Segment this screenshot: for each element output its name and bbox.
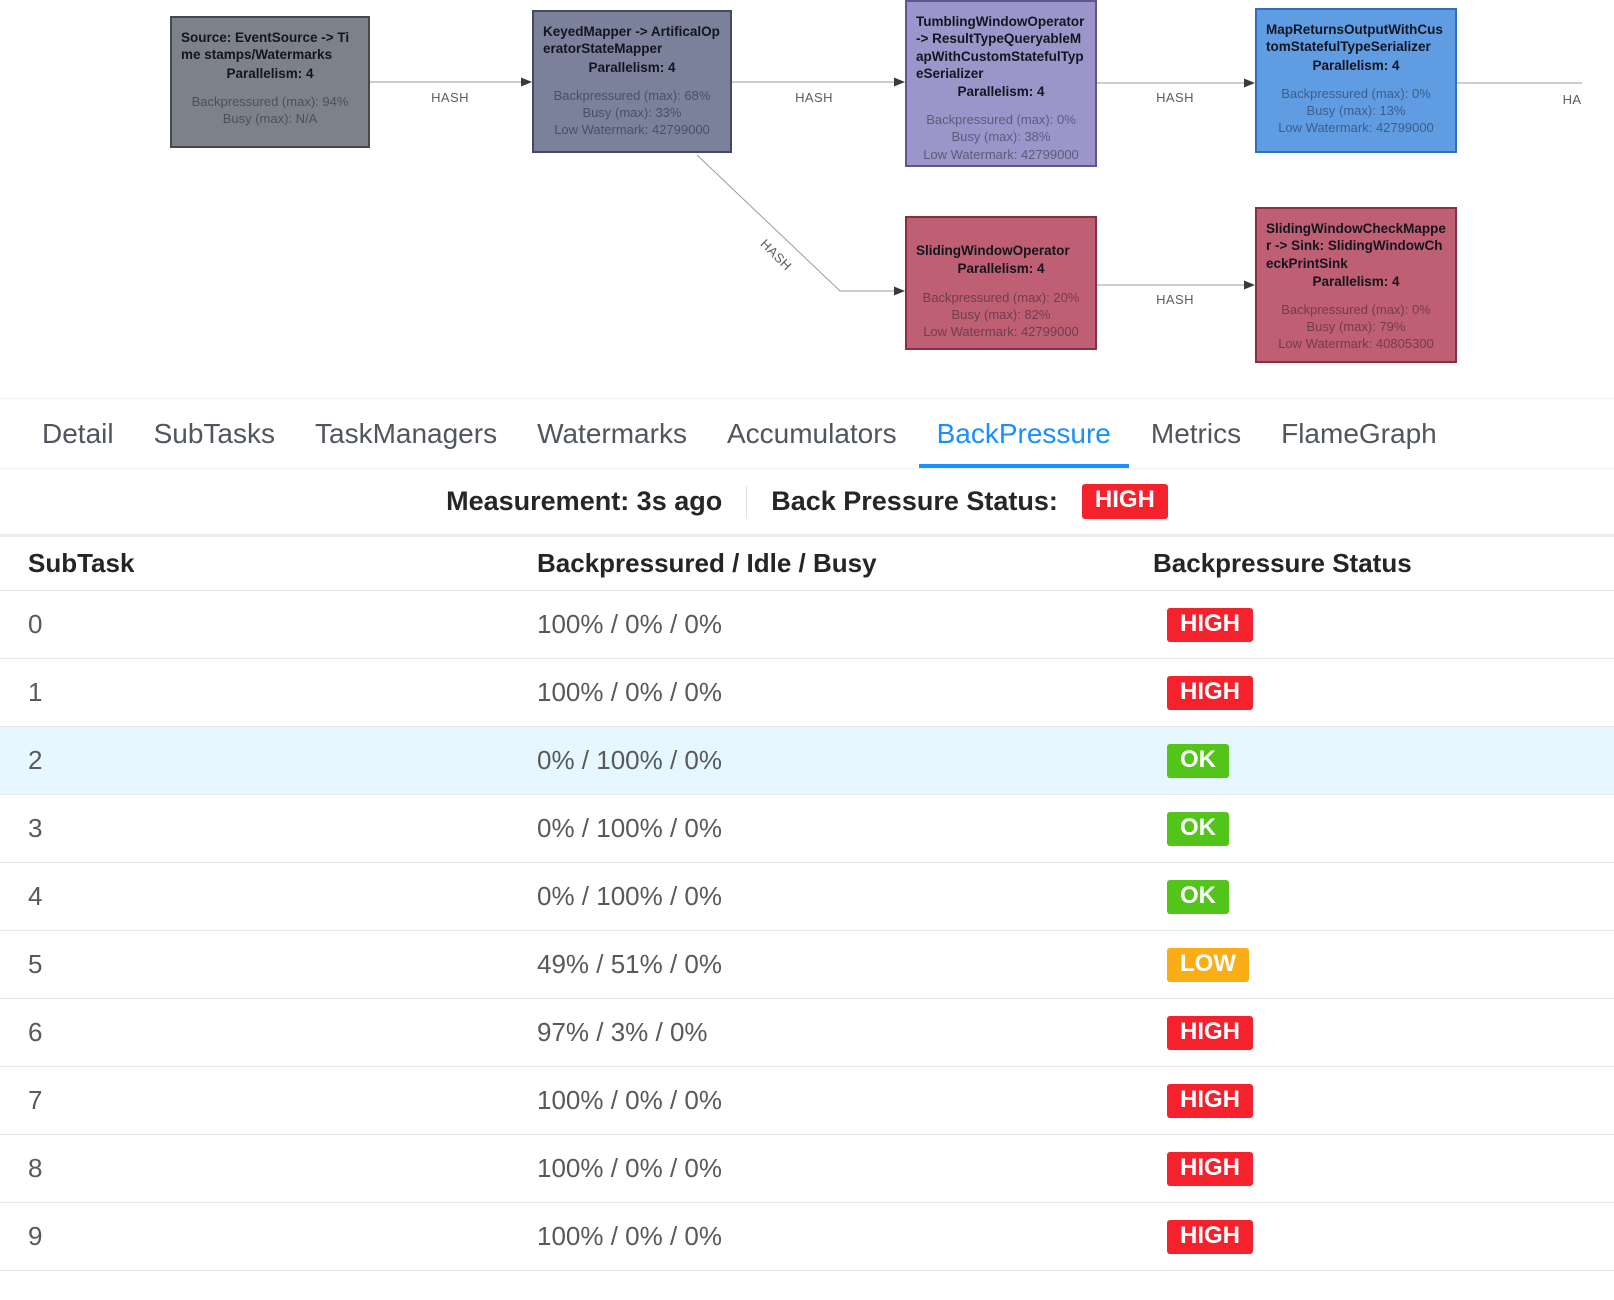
ratio-cell: 0% / 100% / 0%	[537, 745, 722, 775]
subtask-cell: 6	[28, 1017, 43, 1047]
tab-detail[interactable]: Detail	[42, 417, 114, 449]
table-header-row: SubTask Backpressured / Idle / Busy Back…	[0, 537, 1614, 591]
node-title: SlidingWindowCheckMapper -> Sink: Slidin…	[1266, 221, 1446, 271]
tab-watermarks[interactable]: Watermarks	[537, 417, 687, 449]
table-row: 5 49% / 51% / 0% LOW	[0, 931, 1614, 999]
divider	[746, 485, 748, 518]
status-badge: OK	[1167, 879, 1229, 915]
ratio-cell: 100% / 0% / 0%	[537, 1085, 722, 1115]
status-badge: LOW	[1167, 947, 1249, 983]
subtask-cell: 3	[28, 813, 43, 843]
measurement-bar: Measurement: 3s ago Back Pressure Status…	[0, 469, 1614, 537]
node-metrics: Backpressured (max): 20% Busy (max): 82% L…	[922, 289, 1080, 339]
subtask-cell: 1	[28, 677, 43, 707]
ratio-cell: 100% / 0% / 0%	[537, 1153, 722, 1183]
subtask-cell: 4	[28, 881, 43, 911]
tab-flamegraph[interactable]: FlameGraph	[1281, 417, 1437, 449]
node-metrics: Backpressured (max): 0% Busy (max): 38% Lo…	[923, 112, 1079, 162]
subtask-cell: 2	[28, 745, 43, 775]
ratio-cell: 0% / 100% / 0%	[537, 813, 722, 843]
tab-subtasks[interactable]: SubTasks	[153, 417, 275, 449]
status-badge: HIGH	[1167, 1015, 1253, 1051]
edge-label-hash-2: HASH	[795, 90, 833, 105]
column-header-subtask: SubTask	[28, 548, 135, 578]
backpressure-table: SubTask Backpressured / Idle / Busy Back…	[0, 537, 1614, 1271]
subtask-cell: 5	[28, 949, 43, 979]
node-parallelism: Parallelism: 4	[226, 65, 314, 81]
node-parallelism: Parallelism: 4	[1312, 57, 1400, 73]
edge-label-hash-4-clipped: HA	[1563, 92, 1582, 107]
graph-node-tumblingwindow[interactable]: TumblingWindowOperator -> ResultTypeQuer…	[905, 0, 1097, 167]
table-row: 2 0% / 100% / 0% OK	[0, 727, 1614, 795]
measurement-time: Measurement: 3s ago	[446, 486, 723, 516]
edge-label-hash-1: HASH	[431, 90, 469, 105]
ratio-cell: 100% / 0% / 0%	[537, 677, 722, 707]
table-row: 0 100% / 0% / 0% HIGH	[0, 591, 1614, 659]
table-row: 1 100% / 0% / 0% HIGH	[0, 659, 1614, 727]
graph-node-mapreturns[interactable]: MapReturnsOutputWithCustomStatefulTypeSe…	[1255, 8, 1457, 153]
table-row: 8 100% / 0% / 0% HIGH	[0, 1135, 1614, 1203]
edge-label-hash-3: HASH	[1156, 90, 1194, 105]
node-metrics: Backpressured (max): 0% Busy (max): 79% Lo…	[1278, 302, 1434, 352]
table-row: 4 0% / 100% / 0% OK	[0, 863, 1614, 931]
node-parallelism: Parallelism: 4	[1312, 273, 1400, 289]
ratio-cell: 49% / 51% / 0%	[537, 949, 722, 979]
node-metrics: Backpressured (max): 0% Busy (max): 13% Lo…	[1278, 85, 1434, 136]
node-title: MapReturnsOutputWithCustomStatefulTypeSe…	[1266, 22, 1443, 55]
status-badge: HIGH	[1167, 1219, 1253, 1255]
node-title: TumblingWindowOperator -> ResultTypeQuer…	[916, 14, 1085, 81]
status-badge: OK	[1167, 743, 1229, 779]
column-header-ratio: Backpressured / Idle / Busy	[537, 548, 877, 578]
subtask-cell: 9	[28, 1221, 43, 1251]
backpressure-status-label: Back Pressure Status:	[771, 486, 1058, 516]
table-row: 9 100% / 0% / 0% HIGH	[0, 1203, 1614, 1271]
table-row: 6 97% / 3% / 0% HIGH	[0, 999, 1614, 1067]
edge-label-hash-5: HASH	[758, 236, 795, 273]
node-title: SlidingWindowOperator	[916, 243, 1070, 258]
node-parallelism: Parallelism: 4	[957, 261, 1045, 277]
overall-status-badge: HIGH	[1081, 484, 1168, 519]
status-badge: HIGH	[1167, 607, 1253, 643]
status-badge: HIGH	[1167, 1151, 1253, 1187]
node-title: KeyedMapper -> ArtificalOperatorStateMap…	[543, 24, 720, 57]
job-graph: HASH HASH HASH HA HASH HASH Source: Even…	[0, 0, 1614, 398]
table-row: 7 100% / 0% / 0% HIGH	[0, 1067, 1614, 1135]
subtask-cell: 7	[28, 1085, 43, 1115]
table-body: 0 100% / 0% / 0% HIGH 1 100% / 0% / 0% H…	[0, 591, 1614, 1271]
edge-label-hash-6: HASH	[1156, 292, 1194, 307]
detail-tabs: Detail SubTasks TaskManagers Watermarks …	[0, 398, 1614, 469]
graph-node-checkmapper-sink[interactable]: SlidingWindowCheckMapper -> Sink: Slidin…	[1255, 207, 1457, 363]
node-parallelism: Parallelism: 4	[588, 59, 676, 75]
status-badge: HIGH	[1167, 1083, 1253, 1119]
graph-node-source[interactable]: Source: EventSource -> Time stamps/Water…	[170, 16, 370, 148]
node-metrics: Backpressured (max): 94% Busy (max): N/A	[191, 93, 349, 126]
status-badge: HIGH	[1167, 675, 1253, 711]
graph-node-keyedmapper[interactable]: KeyedMapper -> ArtificalOperatorStateMap…	[532, 10, 732, 153]
graph-node-slidingwindow[interactable]: SlidingWindowOperator Parallelism: 4 Bac…	[905, 216, 1097, 350]
tab-accumulators[interactable]: Accumulators	[726, 417, 897, 449]
tab-metrics[interactable]: Metrics	[1150, 417, 1242, 449]
node-metrics: Backpressured (max): 68% Busy (max): 33% L…	[553, 87, 711, 138]
table-row: 3 0% / 100% / 0% OK	[0, 795, 1614, 863]
tab-taskmanagers[interactable]: TaskManagers	[315, 417, 498, 449]
job-graph-edges: HASH HASH HASH HA HASH HASH	[370, 77, 1582, 307]
subtask-cell: 8	[28, 1153, 43, 1183]
ratio-cell: 100% / 0% / 0%	[537, 609, 722, 639]
ratio-cell: 100% / 0% / 0%	[537, 1221, 722, 1251]
node-parallelism: Parallelism: 4	[957, 84, 1045, 100]
ratio-cell: 0% / 100% / 0%	[537, 881, 722, 911]
column-header-status: Backpressure Status	[1153, 548, 1412, 578]
ratio-cell: 97% / 3% / 0%	[537, 1017, 708, 1047]
subtask-cell: 0	[28, 609, 43, 639]
tab-backpressure[interactable]: BackPressure	[919, 399, 1129, 468]
node-title: Source: EventSource -> Time stamps/Water…	[181, 30, 350, 63]
status-badge: OK	[1167, 811, 1229, 847]
